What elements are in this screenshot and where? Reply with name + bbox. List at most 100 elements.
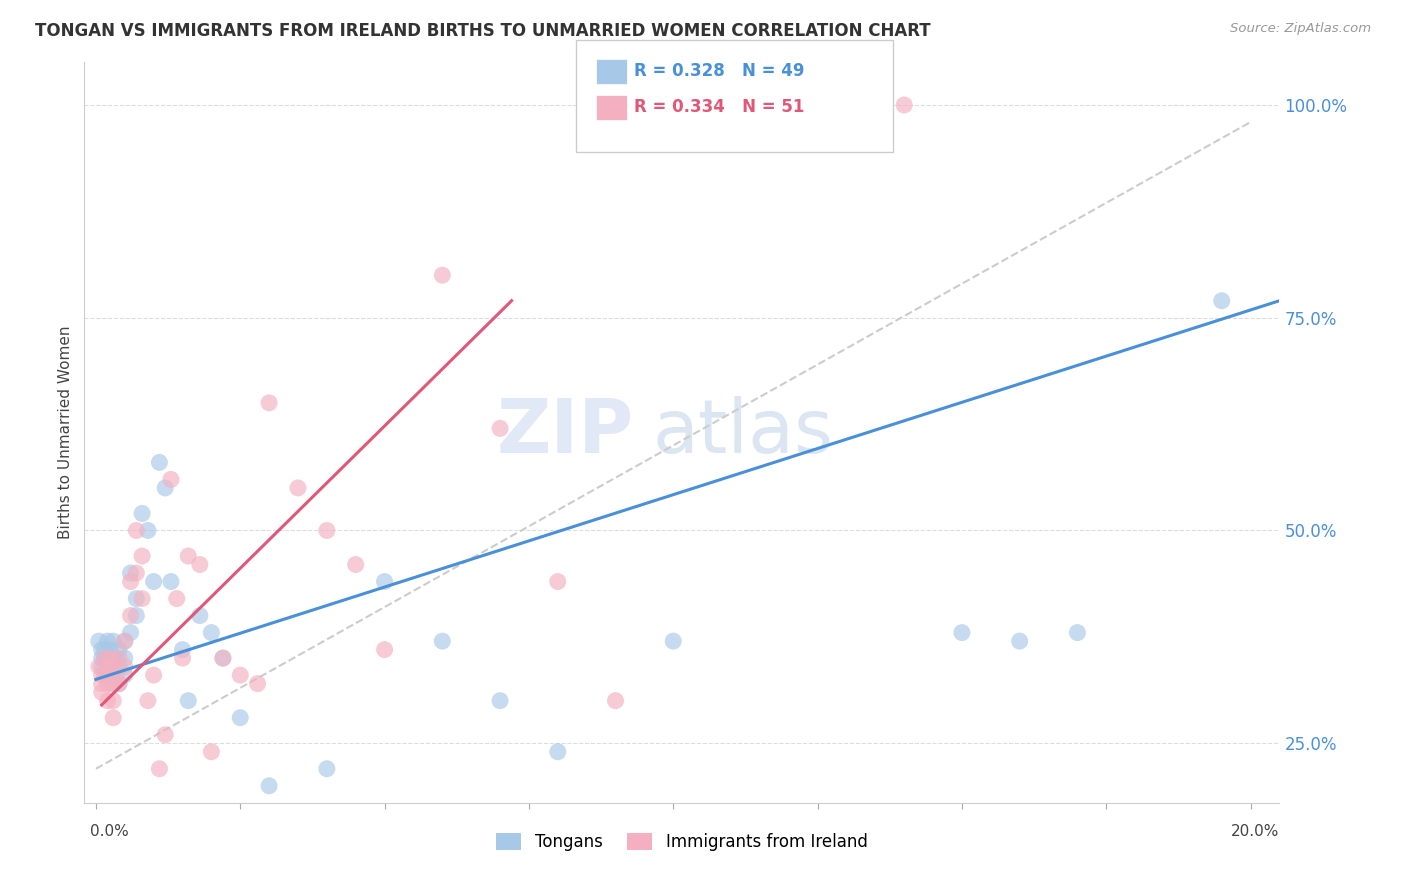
Point <box>229 711 252 725</box>
Point <box>103 659 125 673</box>
Point <box>108 676 131 690</box>
Point <box>177 694 200 708</box>
Point <box>87 659 110 673</box>
Point <box>103 676 125 690</box>
Point <box>315 524 337 538</box>
Point <box>90 685 112 699</box>
Point <box>108 676 131 690</box>
Point <box>246 676 269 690</box>
Text: atlas: atlas <box>652 396 832 469</box>
Point <box>605 694 627 708</box>
Point <box>114 668 136 682</box>
Point <box>1008 634 1031 648</box>
Point <box>87 634 110 648</box>
Point <box>98 651 121 665</box>
Point <box>96 676 118 690</box>
Point <box>108 642 131 657</box>
Point <box>136 694 159 708</box>
Point <box>257 779 280 793</box>
Point <box>93 668 115 682</box>
Point <box>103 711 125 725</box>
Point <box>1211 293 1233 308</box>
Text: Source: ZipAtlas.com: Source: ZipAtlas.com <box>1230 22 1371 36</box>
Point <box>125 608 148 623</box>
Point <box>778 98 800 112</box>
Point <box>93 651 115 665</box>
Point <box>131 591 153 606</box>
Point <box>489 694 512 708</box>
Point <box>374 574 396 589</box>
Point <box>120 574 142 589</box>
Point <box>108 659 131 673</box>
Point <box>662 98 685 112</box>
Point <box>125 566 148 580</box>
Point <box>103 694 125 708</box>
Point <box>103 676 125 690</box>
Point <box>103 659 125 673</box>
Point <box>153 728 176 742</box>
Point <box>287 481 309 495</box>
Point <box>662 634 685 648</box>
Point <box>96 694 118 708</box>
Point <box>120 608 142 623</box>
Point <box>374 642 396 657</box>
Point <box>547 574 569 589</box>
Point <box>153 481 176 495</box>
Point <box>142 668 165 682</box>
Point <box>103 634 125 648</box>
Point <box>114 651 136 665</box>
Point <box>489 421 512 435</box>
Point <box>131 549 153 563</box>
Point <box>120 566 142 580</box>
Point <box>125 591 148 606</box>
Point <box>105 668 128 682</box>
Point <box>90 651 112 665</box>
Point <box>172 651 194 665</box>
Text: 20.0%: 20.0% <box>1232 824 1279 839</box>
Point <box>96 668 118 682</box>
Point <box>96 634 118 648</box>
Point <box>125 524 148 538</box>
Point <box>212 651 235 665</box>
Point <box>257 396 280 410</box>
Point <box>114 634 136 648</box>
Point <box>166 591 188 606</box>
Point <box>177 549 200 563</box>
Point <box>432 268 454 283</box>
Point <box>90 676 112 690</box>
Point <box>96 651 118 665</box>
Point <box>120 625 142 640</box>
Text: R = 0.334   N = 51: R = 0.334 N = 51 <box>634 98 804 116</box>
Point <box>90 668 112 682</box>
Point <box>114 659 136 673</box>
Point <box>108 651 131 665</box>
Point <box>315 762 337 776</box>
Point <box>96 659 118 673</box>
Point <box>188 558 211 572</box>
Point <box>160 472 183 486</box>
Text: TONGAN VS IMMIGRANTS FROM IRELAND BIRTHS TO UNMARRIED WOMEN CORRELATION CHART: TONGAN VS IMMIGRANTS FROM IRELAND BIRTHS… <box>35 22 931 40</box>
Point <box>93 642 115 657</box>
Point <box>344 558 367 572</box>
Point <box>93 651 115 665</box>
Point <box>1066 625 1088 640</box>
Point <box>188 608 211 623</box>
Point <box>142 574 165 589</box>
Point <box>172 642 194 657</box>
Point <box>114 634 136 648</box>
Point <box>547 745 569 759</box>
Y-axis label: Births to Unmarried Women: Births to Unmarried Women <box>58 326 73 540</box>
Point <box>229 668 252 682</box>
Point <box>212 651 235 665</box>
Point <box>432 634 454 648</box>
Text: R = 0.328   N = 49: R = 0.328 N = 49 <box>634 62 804 80</box>
Point <box>148 455 170 469</box>
Point <box>893 98 915 112</box>
Legend: Tongans, Immigrants from Ireland: Tongans, Immigrants from Ireland <box>489 826 875 857</box>
Point <box>160 574 183 589</box>
Point <box>148 762 170 776</box>
Point <box>720 98 742 112</box>
Point <box>90 659 112 673</box>
Point <box>131 507 153 521</box>
Text: ZIP: ZIP <box>496 396 634 469</box>
